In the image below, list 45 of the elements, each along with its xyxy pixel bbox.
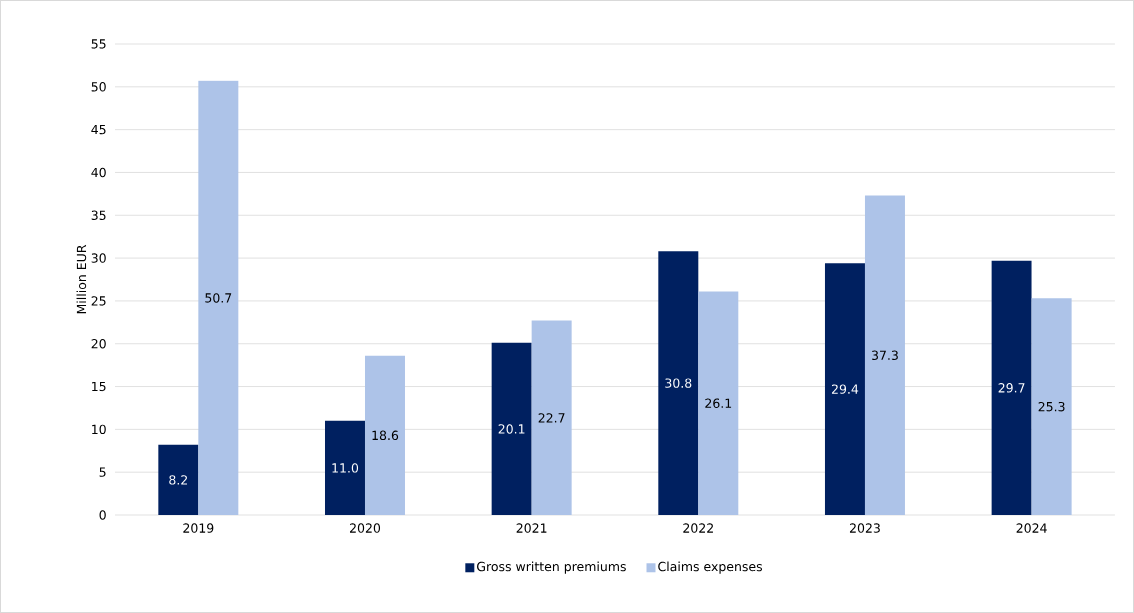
bar (698, 291, 739, 515)
data-label: 26.1 (705, 398, 732, 408)
bar (491, 342, 532, 515)
y-tick-label: 45 (91, 124, 106, 135)
bar (531, 320, 572, 515)
data-label: 50.7 (205, 293, 232, 303)
y-tick-label: 0 (99, 510, 106, 520)
y-tick-label: 55 (91, 39, 106, 49)
x-tick-label: 2021 (516, 523, 547, 533)
bar (991, 260, 1032, 515)
data-label: 11.0 (332, 463, 359, 473)
y-tick-label: 25 (91, 296, 106, 306)
x-tick-label: 2020 (349, 523, 381, 533)
data-label: 37.3 (872, 350, 898, 361)
bar (364, 355, 405, 515)
y-tick-label: 50 (91, 82, 106, 92)
bar (1031, 298, 1072, 515)
bar (864, 195, 905, 515)
bar (158, 444, 199, 515)
x-tick-label: 2024 (1016, 523, 1047, 533)
data-label: 20.1 (498, 424, 525, 434)
data-label: 8.2 (169, 475, 188, 485)
data-label: 22.7 (538, 413, 565, 423)
data-label: 30.8 (665, 378, 692, 388)
data-label: 18.6 (372, 430, 399, 441)
y-tick-label: 20 (91, 338, 106, 349)
y-tick-label: 40 (91, 167, 106, 178)
y-tick-label: 5 (99, 467, 106, 477)
x-tick-label: 2023 (849, 523, 880, 533)
data-label: 29.4 (831, 384, 859, 394)
y-tick-label: 35 (91, 210, 106, 220)
legend-label: Gross written premiums (477, 561, 626, 574)
y-tick-label: 15 (92, 381, 106, 392)
bar (824, 263, 865, 515)
bar (198, 80, 239, 515)
bar (324, 420, 365, 515)
y-axis-title: Million EUR (76, 244, 87, 314)
bar (658, 251, 699, 515)
y-tick-label: 30 (91, 253, 106, 263)
x-tick-label: 2022 (683, 523, 713, 533)
y-tick-label: 10 (92, 424, 106, 435)
legend-label: Claims expenses (658, 561, 763, 574)
x-tick-label: 2019 (183, 523, 214, 533)
data-label: 25.3 (1038, 401, 1065, 412)
data-label: 29.7 (998, 383, 1025, 393)
